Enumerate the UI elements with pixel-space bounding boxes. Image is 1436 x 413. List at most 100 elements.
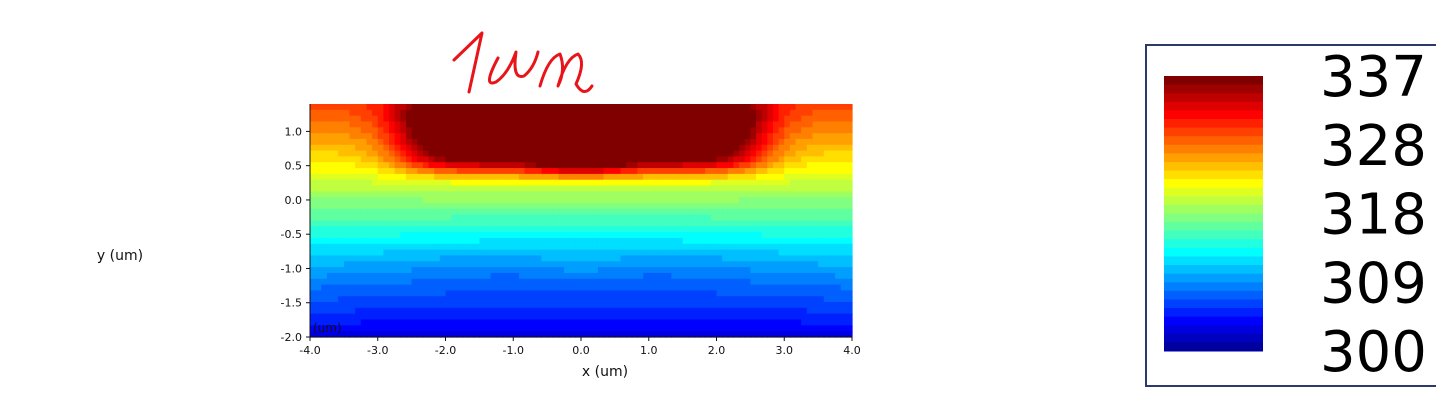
heatmap-cell: [846, 208, 853, 216]
heatmap-cell: [411, 214, 418, 222]
heatmap-cell: [818, 138, 825, 146]
heatmap-cell: [586, 109, 593, 117]
heatmap-cell: [699, 296, 706, 303]
heatmap-cell: [744, 191, 751, 198]
heatmap-cell: [744, 173, 751, 181]
heatmap-cell: [451, 278, 458, 286]
heatmap-cell: [535, 278, 543, 286]
heatmap-cell: [614, 214, 622, 222]
heatmap-cell: [366, 150, 373, 158]
heatmap-cell: [462, 203, 469, 210]
heatmap-cell: [456, 208, 464, 216]
heatmap-cell: [801, 302, 808, 309]
heatmap-cell: [727, 226, 735, 233]
heatmap-cell: [332, 144, 339, 152]
heatmap-cell: [682, 138, 689, 146]
heatmap-cell: [462, 325, 469, 332]
heatmap-cell: [676, 191, 684, 198]
heatmap-cell: [479, 243, 486, 251]
heatmap-cell: [569, 133, 576, 140]
heatmap-cell: [756, 197, 763, 204]
heatmap-cell: [597, 121, 605, 128]
heatmap-cell: [552, 267, 560, 274]
heatmap-cell: [739, 133, 746, 140]
heatmap-cell: [451, 249, 458, 257]
heatmap-cell: [535, 290, 543, 297]
heatmap-cell: [671, 168, 678, 175]
heatmap-cell: [372, 133, 379, 140]
heatmap-cell: [468, 109, 475, 117]
heatmap-cell: [518, 144, 526, 152]
heatmap-cell: [581, 197, 588, 204]
heatmap-cell: [829, 261, 836, 268]
heatmap-cell: [716, 121, 723, 128]
heatmap-cell: [795, 162, 802, 169]
heatmap-cell: [614, 173, 622, 181]
heatmap-cell: [586, 226, 593, 233]
heatmap-cell: [411, 296, 418, 303]
heatmap-cell: [761, 173, 768, 181]
heatmap-cell: [626, 162, 633, 169]
heatmap-cell: [451, 115, 458, 123]
heatmap-cell: [586, 121, 593, 128]
heatmap-cell: [490, 197, 497, 204]
heatmap-cell: [620, 109, 627, 117]
heatmap-cell: [507, 226, 514, 233]
heatmap-cell: [473, 214, 480, 222]
heatmap-cell: [349, 325, 356, 332]
heatmap-cell: [829, 290, 836, 297]
heatmap-cell: [688, 150, 695, 158]
heatmap-cell: [439, 243, 447, 251]
heatmap-cell: [688, 325, 695, 332]
heatmap-cell: [603, 144, 610, 152]
heatmap-cell: [428, 121, 435, 128]
heatmap-cell: [473, 162, 480, 169]
heatmap-cell: [422, 226, 430, 233]
heatmap-cell: [823, 307, 831, 315]
heatmap-cell: [784, 179, 791, 187]
heatmap-cell: [535, 319, 543, 326]
colorbar-tick-label: 328: [1320, 114, 1427, 179]
heatmap-cell: [496, 168, 503, 175]
heatmap-cell: [315, 197, 322, 204]
heatmap-cell: [784, 208, 791, 216]
heatmap-cell: [417, 138, 424, 146]
heatmap-cell: [840, 109, 847, 117]
heatmap-cell: [411, 173, 418, 181]
heatmap-cell: [682, 191, 689, 198]
heatmap-cell: [394, 109, 401, 117]
heatmap-cell: [468, 319, 475, 326]
heatmap-cell: [456, 255, 464, 262]
heatmap-cell: [693, 156, 701, 163]
heatmap-cell: [389, 302, 396, 309]
heatmap-cell: [496, 284, 503, 291]
heatmap-cell: [806, 319, 814, 326]
heatmap-cell: [812, 191, 819, 198]
heatmap-cell: [383, 319, 390, 326]
heatmap-cell: [586, 284, 593, 291]
heatmap-cell: [428, 261, 435, 268]
heatmap-cell: [377, 255, 384, 262]
heatmap-cell: [643, 237, 650, 245]
heatmap-cell: [422, 325, 430, 332]
heatmap-cell: [485, 203, 492, 210]
heatmap-cell: [564, 203, 571, 210]
heatmap-cell: [451, 284, 458, 291]
heatmap-cell: [349, 162, 356, 169]
heatmap-cell: [485, 255, 492, 262]
heatmap-cell: [405, 255, 413, 262]
heatmap-cell: [693, 220, 701, 227]
heatmap-cell: [744, 302, 751, 309]
heatmap-cell: [326, 109, 334, 117]
heatmap-plot: [310, 104, 853, 338]
heatmap-cell: [648, 168, 655, 175]
heatmap-cell: [772, 144, 780, 152]
heatmap-cell: [592, 325, 599, 332]
heatmap-cell: [547, 208, 554, 216]
heatmap-cell: [451, 237, 458, 245]
heatmap-cell: [693, 267, 701, 274]
heatmap-cell: [846, 168, 853, 175]
heatmap-cell: [541, 249, 548, 257]
heatmap-cell: [496, 214, 503, 222]
heatmap-cell: [710, 272, 718, 280]
